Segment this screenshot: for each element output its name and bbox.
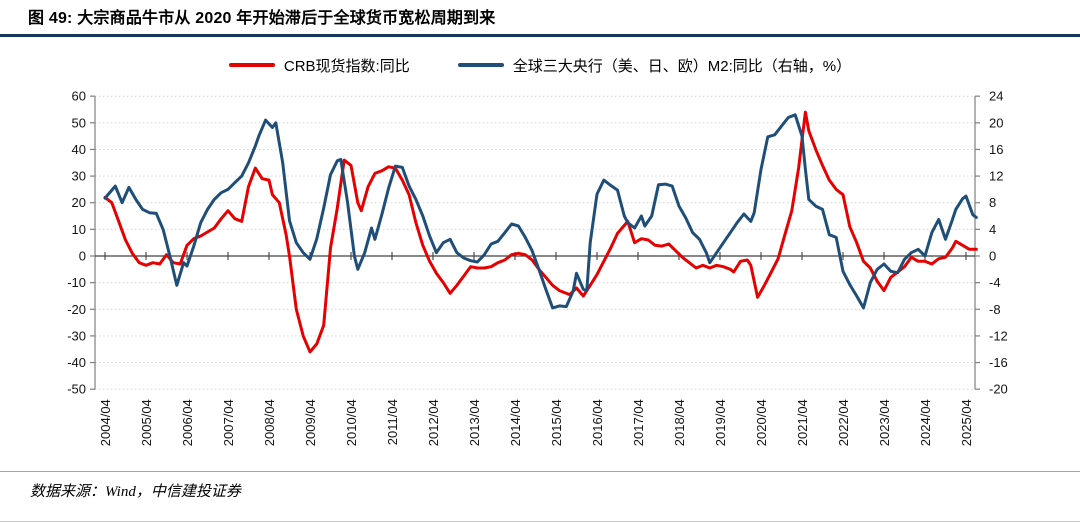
left-axis-tick-label: 10 xyxy=(72,222,86,237)
x-axis-tick-label: 2016/04 xyxy=(590,399,605,446)
right-axis-tick-label: 12 xyxy=(989,169,1003,184)
right-axis-tick-label: -12 xyxy=(989,328,1008,343)
legend-label-m2: 全球三大央行（美、日、欧）M2:同比（右轴，%） xyxy=(512,57,852,75)
left-axis-tick-label: 40 xyxy=(72,142,86,157)
x-axis-tick-label: 2004/04 xyxy=(98,399,113,446)
x-axis-tick-label: 2017/04 xyxy=(631,399,646,446)
crb-line-swatch xyxy=(228,63,275,67)
x-axis-tick-label: 2023/04 xyxy=(877,399,892,446)
right-axis-tick-label: 4 xyxy=(989,222,996,237)
x-axis-tick-label: 2021/04 xyxy=(795,399,810,446)
series-line-crb xyxy=(103,110,978,354)
right-axis-tick-label: 16 xyxy=(989,142,1003,157)
x-axis-tick-label: 2024/04 xyxy=(918,399,933,446)
right-axis-tick-label: -20 xyxy=(989,382,1008,397)
x-axis-tick-label: 2011/04 xyxy=(385,399,400,445)
x-axis-tick-label: 2020/04 xyxy=(754,399,769,446)
x-axis-tick-label: 2005/04 xyxy=(139,399,154,446)
chart-legend: CRB现货指数:同比 全球三大央行（美、日、欧）M2:同比（右轴，%） xyxy=(0,53,1080,77)
figure-title-bar: 图 49: 大宗商品牛市从 2020 年开始滞后于全球货币宽松周期到来 xyxy=(0,0,1080,37)
x-axis-tick-label: 2013/04 xyxy=(467,399,482,446)
left-axis-tick-label: 0 xyxy=(79,249,86,264)
x-axis-tick-label: 2012/04 xyxy=(426,399,441,446)
page-title: 图 49: 大宗商品牛市从 2020 年开始滞后于全球货币宽松周期到来 xyxy=(28,10,496,27)
source-footer: 数据来源：Wind，中信建投证券 xyxy=(0,471,1080,501)
left-axis-tick-label: -20 xyxy=(67,302,86,317)
left-axis-tick-label: -50 xyxy=(67,382,86,397)
left-axis-tick-label: -30 xyxy=(67,328,86,343)
x-axis-tick-label: 2006/04 xyxy=(180,399,195,446)
x-axis-tick-label: 2018/04 xyxy=(672,399,687,446)
x-axis-tick-label: 2007/04 xyxy=(221,399,236,446)
x-axis-tick-label: 2015/04 xyxy=(549,399,564,446)
right-axis-tick-label: 20 xyxy=(989,115,1003,130)
x-axis-tick-label: 2025/04 xyxy=(959,399,974,446)
series-line-m2 xyxy=(103,113,978,310)
right-axis-tick-label: 0 xyxy=(989,249,996,264)
x-axis-tick-label: 2022/04 xyxy=(836,399,851,446)
right-axis-tick-label: -4 xyxy=(989,275,1001,290)
x-axis-tick-label: 2009/04 xyxy=(303,399,318,446)
x-axis-tick-label: 2014/04 xyxy=(508,399,523,446)
x-axis-tick-label: 2019/04 xyxy=(713,399,728,446)
left-axis-tick-label: 30 xyxy=(72,169,86,184)
right-axis-tick-label: 8 xyxy=(989,195,996,210)
right-axis-tick-label: -8 xyxy=(989,302,1001,317)
left-axis-tick-label: 20 xyxy=(72,195,86,210)
right-axis-tick-label: 24 xyxy=(989,89,1003,104)
left-axis-tick-label: 50 xyxy=(72,115,86,130)
left-axis-tick-label: -40 xyxy=(67,355,86,370)
data-source-text: 数据来源：Wind，中信建投证券 xyxy=(30,484,241,500)
right-axis-tick-label: -16 xyxy=(989,355,1008,370)
x-axis-tick-label: 2010/04 xyxy=(344,399,359,446)
legend-label-crb: CRB现货指数:同比 xyxy=(283,57,410,75)
legend-item-crb: CRB现货指数:同比 xyxy=(228,55,410,76)
left-axis-tick-label: -10 xyxy=(67,275,86,290)
x-axis-tick-label: 2008/04 xyxy=(262,399,277,446)
chart-canvas: 6050403020100-10-20-30-40-5024201612840-… xyxy=(67,89,1008,447)
m2-line-swatch xyxy=(457,63,504,67)
legend-item-m2: 全球三大央行（美、日、欧）M2:同比（右轴，%） xyxy=(457,55,852,76)
left-axis-tick-label: 60 xyxy=(72,89,86,104)
